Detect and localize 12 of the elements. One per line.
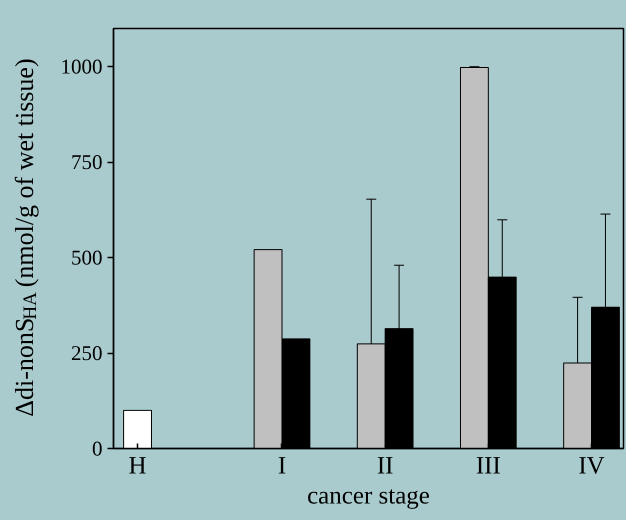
x-tick-label: II [376, 452, 394, 480]
y-tick-label: 1000 [60, 54, 102, 79]
y-tick-label: 0 [92, 436, 102, 460]
y-tick-label: 250 [71, 341, 102, 366]
y-axis-title: Δdi-nonSHA (nmol/g of wet tissue) [10, 58, 41, 417]
x-axis-title: cancer stage [307, 482, 430, 510]
x-tick-label: I [278, 452, 286, 480]
y-tick-label: 500 [71, 246, 102, 270]
x-tick-label: IV [578, 452, 605, 480]
x-tick-label: III [476, 452, 501, 480]
y-tick-label: 750 [71, 150, 102, 174]
x-tick-label: H [128, 452, 147, 480]
